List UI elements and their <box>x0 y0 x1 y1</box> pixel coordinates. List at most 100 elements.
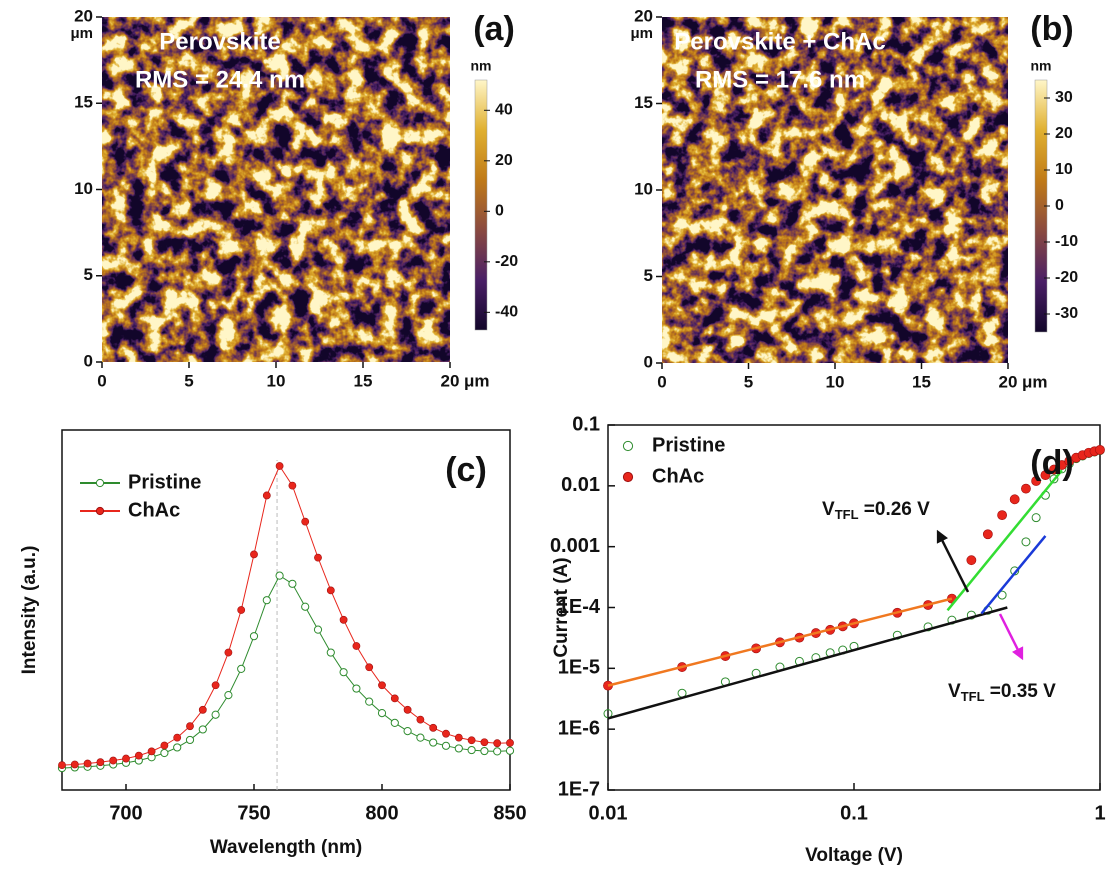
data-point <box>506 738 514 747</box>
y-tick-label: 20 <box>74 6 93 25</box>
data-point <box>416 715 425 724</box>
data-point <box>352 642 361 650</box>
x-tick-label: 0 <box>97 371 106 390</box>
data-point <box>467 745 476 755</box>
data-point <box>198 705 207 714</box>
x-unit: μm <box>464 371 490 390</box>
annotation-arrow <box>998 613 1024 661</box>
y-tick-label: 5 <box>84 265 93 284</box>
data-point <box>378 681 386 690</box>
x-tick-label: 15 <box>354 371 373 390</box>
data-point <box>442 729 450 738</box>
x-tick-label: 0.1 <box>840 802 868 824</box>
data-point <box>454 733 463 742</box>
annotation-suffix: =0.35 V <box>985 681 1057 702</box>
data-point <box>134 751 143 760</box>
data-point <box>997 510 1008 521</box>
data-point <box>339 668 348 677</box>
data-point <box>1040 470 1051 481</box>
data-point <box>365 697 374 706</box>
annotation-text: V <box>948 681 961 702</box>
data-point <box>262 596 271 605</box>
fit-line <box>607 606 1008 720</box>
colorbar-tick-label: 0 <box>495 203 504 220</box>
colorbar-tick-label: 20 <box>495 152 513 169</box>
legend-label: Pristine <box>128 471 201 493</box>
colorbar-tick-label: 10 <box>1055 161 1073 178</box>
legend-label: ChAc <box>652 465 704 487</box>
data-point <box>339 615 348 624</box>
data-point <box>390 694 399 703</box>
data-point <box>186 722 194 731</box>
data-point <box>275 571 284 580</box>
data-point <box>454 744 463 753</box>
data-point <box>365 663 374 672</box>
data-point <box>237 664 246 674</box>
y-tick-label: 1E-7 <box>558 778 600 800</box>
data-point <box>505 746 515 755</box>
data-point <box>160 748 169 758</box>
annotation-subscript: TFL <box>961 689 985 704</box>
x-tick-label: 20 <box>999 372 1018 391</box>
data-point <box>966 555 977 566</box>
annotation-text: V <box>822 499 835 520</box>
x-tick-label: 20 <box>441 371 460 390</box>
legend-label: Pristine <box>652 434 725 456</box>
image-title: Perovskite + ChAc <box>674 28 885 55</box>
colorbar-tick-label: -40 <box>495 304 518 321</box>
x-tick-label: 1 <box>1094 802 1105 824</box>
data-point <box>326 648 335 657</box>
legend-marker <box>95 478 105 488</box>
data-point <box>96 758 105 767</box>
data-point <box>1049 474 1059 484</box>
data-point <box>173 733 182 742</box>
afm-image <box>102 17 450 362</box>
legend-marker <box>95 506 105 516</box>
panel-label: (d) <box>1030 444 1073 482</box>
colorbar-label: nm <box>471 58 492 74</box>
annotation: VTFL =0.26 V <box>822 499 930 522</box>
data-point <box>262 491 271 500</box>
data-point <box>122 754 130 763</box>
image-subtitle: RMS = 24.4 nm <box>135 66 305 93</box>
x-tick-label: 800 <box>365 802 398 824</box>
data-point <box>493 747 502 756</box>
colorbar-tick-label: 30 <box>1055 89 1073 106</box>
annotation-suffix: =0.26 V <box>859 499 931 520</box>
data-point <box>352 684 361 693</box>
y-tick-label: 0 <box>644 352 653 371</box>
legend-label: ChAc <box>128 499 180 521</box>
data-point <box>403 726 412 736</box>
data-point <box>1009 494 1020 505</box>
data-point <box>429 738 438 747</box>
image-subtitle: RMS = 17.6 nm <box>695 66 865 93</box>
x-tick-label: 10 <box>267 371 286 390</box>
annotation-arrow <box>936 529 970 593</box>
y-axis-title: Intensity (a.u.) <box>19 546 40 675</box>
y-tick-label: 0.1 <box>572 413 600 435</box>
colorbar-tick-label: 20 <box>1055 125 1073 142</box>
data-point <box>403 705 412 714</box>
x-unit: μm <box>1022 372 1048 391</box>
x-tick-label: 750 <box>237 802 270 824</box>
data-point <box>314 553 322 562</box>
y-tick-label: 0 <box>84 351 93 370</box>
plot-frame <box>61 429 511 791</box>
y-tick-label: 15 <box>634 93 653 112</box>
y-tick-label: 5 <box>644 266 653 285</box>
x-axis-title: Voltage (V) <box>805 845 903 866</box>
data-point <box>58 761 66 770</box>
data-point <box>377 708 387 718</box>
data-point <box>109 756 118 765</box>
panel-label: (b) <box>1030 10 1073 48</box>
data-point <box>185 735 195 745</box>
x-tick-label: 850 <box>493 802 526 824</box>
panel-label: (c) <box>445 451 487 489</box>
data-point <box>493 739 502 748</box>
panel-label: (a) <box>473 10 515 48</box>
data-point <box>275 462 284 470</box>
x-axis-title: Wavelength (nm) <box>210 837 362 858</box>
data-point <box>237 606 246 614</box>
